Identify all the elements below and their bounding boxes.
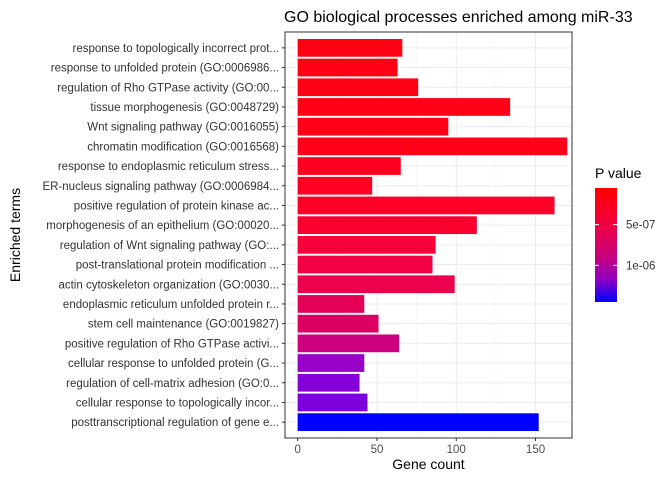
bar <box>297 196 555 215</box>
category-label: cellular response to topologically incor… <box>76 397 279 409</box>
category-label: endoplasmic reticulum unfolded protein r… <box>63 299 279 311</box>
plot-panel-border <box>284 31 573 439</box>
bar <box>297 393 368 412</box>
category-label: tissue morphogenesis (GO:0048729) <box>90 102 279 114</box>
category-label: post-translational protein modification … <box>76 260 279 272</box>
category-label: cellular response to unfolded protein (G… <box>68 358 279 370</box>
category-label: positive regulation of protein kinase ac… <box>74 200 279 212</box>
bar <box>297 117 449 136</box>
chart-title: GO biological processes enriched among m… <box>284 9 633 26</box>
x-axis-title: Gene count <box>392 456 464 472</box>
bar <box>297 137 568 156</box>
p-value-legend: P value 5e-07 1e-06 <box>595 165 655 302</box>
bar <box>297 98 511 116</box>
bar <box>297 157 401 175</box>
bars <box>297 38 568 432</box>
x-tick-label: 0 <box>294 444 300 456</box>
x-axis: 0 50 100 150 <box>294 438 545 456</box>
bar <box>297 255 433 274</box>
color-bar <box>595 188 617 302</box>
category-label: chromatin modification (GO:0016568) <box>87 141 279 153</box>
x-tick-label: 150 <box>526 444 545 456</box>
bar <box>297 295 365 313</box>
category-label: morphogenesis of an epithelium (GO:00020… <box>46 220 279 232</box>
category-label: actin cytoskeleton organization (GO:0030… <box>58 279 279 291</box>
category-label: regulation of Wnt signaling pathway (GO:… <box>60 240 279 252</box>
x-tick-label: 50 <box>371 444 384 456</box>
legend-title: P value <box>595 165 642 181</box>
category-label: regulation of cell-matrix adhesion (GO:0… <box>66 378 279 390</box>
category-label: response to unfolded protein (GO:0006986… <box>51 63 279 75</box>
x-tick-label: 100 <box>447 444 466 456</box>
category-label: response to endoplasmic reticulum stress… <box>58 161 279 173</box>
category-label: regulation of Rho GTPase activity (GO:00… <box>57 82 279 94</box>
bar <box>297 38 403 57</box>
legend-tick-label: 5e-07 <box>626 220 655 232</box>
category-label: posttranscriptional regulation of gene e… <box>71 417 279 429</box>
category-label: response to topologically incorrect prot… <box>73 43 279 55</box>
bar <box>297 334 400 353</box>
legend-tick-label: 1e-06 <box>626 260 655 272</box>
bar <box>297 314 379 333</box>
bar <box>297 58 398 77</box>
category-label: positive regulation of Rho GTPase activi… <box>65 338 279 350</box>
bar <box>297 216 477 235</box>
y-axis-title: Enriched terms <box>7 188 23 282</box>
bar <box>297 413 539 432</box>
bar <box>297 78 419 97</box>
bar <box>297 235 436 254</box>
category-label: stem cell maintenance (GO:0019827) <box>88 319 279 331</box>
category-labels: response to topologically incorrect prot… <box>42 43 285 429</box>
bar <box>297 176 373 195</box>
bar <box>297 373 360 392</box>
category-label: Wnt signaling pathway (GO:0016055) <box>87 122 279 134</box>
category-label: ER-nucleus signaling pathway (GO:0006984… <box>42 181 279 193</box>
bar <box>297 354 365 372</box>
bar <box>297 275 455 294</box>
